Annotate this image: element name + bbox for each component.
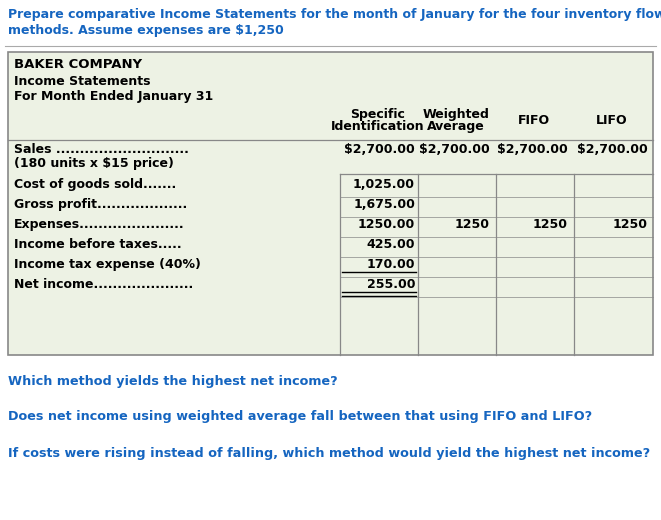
Text: $2,700.00: $2,700.00 [419,143,490,156]
Text: Cost of goods sold.......: Cost of goods sold....... [14,178,176,191]
Text: Does net income using weighted average fall between that using FIFO and LIFO?: Does net income using weighted average f… [8,410,592,423]
Text: For Month Ended January 31: For Month Ended January 31 [14,90,214,103]
Text: BAKER COMPANY: BAKER COMPANY [14,58,142,71]
Text: 1250: 1250 [455,218,490,231]
Text: 1,675.00: 1,675.00 [353,198,415,211]
Text: methods. Assume expenses are $1,250: methods. Assume expenses are $1,250 [8,24,284,37]
Text: $2,700.00: $2,700.00 [497,143,568,156]
Bar [8,52,653,355]
Text: FIFO: FIFO [518,114,550,127]
Text: $2,700.00: $2,700.00 [344,143,415,156]
Text: If costs were rising instead of falling, which method would yield the highest ne: If costs were rising instead of falling,… [8,447,650,460]
Text: 1,025.00: 1,025.00 [353,178,415,191]
Text: $2,700.00: $2,700.00 [577,143,648,156]
Text: Income before taxes.....: Income before taxes..... [14,238,182,251]
Text: 425.00: 425.00 [366,238,415,251]
Text: Expenses......................: Expenses...................... [14,218,184,231]
Text: Weighted: Weighted [422,108,489,121]
Text: 1250.00: 1250.00 [358,218,415,231]
Text: 255.00: 255.00 [366,278,415,291]
Text: 1250: 1250 [533,218,568,231]
Text: 170.00: 170.00 [366,258,415,271]
Text: Average: Average [427,120,485,133]
Text: 1250: 1250 [613,218,648,231]
Text: Net income.....................: Net income..................... [14,278,193,291]
Text: Income tax expense (40%): Income tax expense (40%) [14,258,201,271]
Text: Sales ............................: Sales ............................ [14,143,189,156]
Text: Prepare comparative Income Statements for the month of January for the four inve: Prepare comparative Income Statements fo… [8,8,661,21]
Text: LIFO: LIFO [596,114,628,127]
Text: Income Statements: Income Statements [14,75,151,88]
Text: Gross profit...................: Gross profit................... [14,198,187,211]
Text: Specific: Specific [350,108,405,121]
Text: Identification: Identification [331,120,425,133]
Text: (180 units x $15 price): (180 units x $15 price) [14,157,174,170]
Text: Which method yields the highest net income?: Which method yields the highest net inco… [8,375,338,388]
